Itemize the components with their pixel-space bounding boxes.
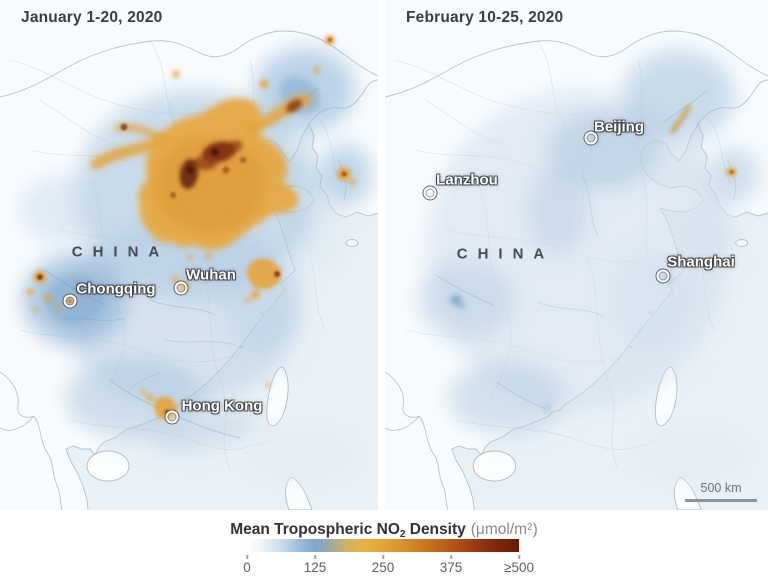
legend-unit-text: (μmol/m2) [470, 521, 538, 538]
legend-tick-125 [314, 555, 316, 559]
chongqing-marker-icon [63, 294, 77, 308]
february-map-art [385, 0, 768, 510]
wuhan-marker-icon [174, 281, 188, 295]
hong-kong-marker-icon [165, 410, 179, 424]
january-map-art [0, 0, 378, 510]
lanzhou-marker-icon [423, 186, 437, 200]
city-label-wuhan: Wuhan [186, 266, 236, 284]
legend-tick-label-250: 250 [371, 560, 395, 575]
legend-title: Mean Tropospheric NO2 Density (μmol/m2) [0, 521, 768, 540]
legend-title-text: Mean Tropospheric NO2 Density [230, 521, 466, 540]
january-map-title: January 1-20, 2020 [21, 9, 163, 26]
scale-bar: 500 km [685, 481, 757, 502]
map-panel-february: February 10-25, 2020 CHINA Beijing Lanzh… [385, 0, 768, 510]
legend-colorbar [247, 539, 519, 552]
city-label-beijing: Beijing [593, 118, 645, 136]
city-label-shanghai: Shanghai [667, 253, 735, 271]
country-label-china-january: CHINA [71, 243, 170, 261]
legend: Mean Tropospheric NO2 Density (μmol/m2) 0… [0, 510, 768, 582]
legend-tick-label-0: 0 [243, 560, 251, 575]
city-label-chongqing: Chongqing [76, 280, 156, 298]
country-label-china-february: CHINA [456, 245, 555, 263]
scale-bar-label: 500 km [700, 481, 742, 495]
scale-bar-line [685, 499, 757, 502]
map-panel-january: January 1-20, 2020 CHINA Wuhan Chongqing… [0, 0, 378, 510]
legend-tick-250 [382, 555, 384, 559]
shanghai-marker-icon [656, 269, 670, 283]
legend-tick-label-500: ≥500 [504, 560, 534, 575]
city-label-lanzhou: Lanzhou [436, 171, 498, 189]
city-label-hong-kong: Hong Kong [181, 397, 263, 415]
beijing-marker-icon [584, 131, 598, 145]
legend-tick-label-375: 375 [439, 560, 463, 575]
february-map-title: February 10-25, 2020 [406, 9, 564, 26]
legend-tick-label-125: 125 [303, 560, 327, 575]
legend-tick-500 [518, 555, 520, 559]
legend-tick-0 [246, 555, 248, 559]
legend-tick-375 [450, 555, 452, 559]
